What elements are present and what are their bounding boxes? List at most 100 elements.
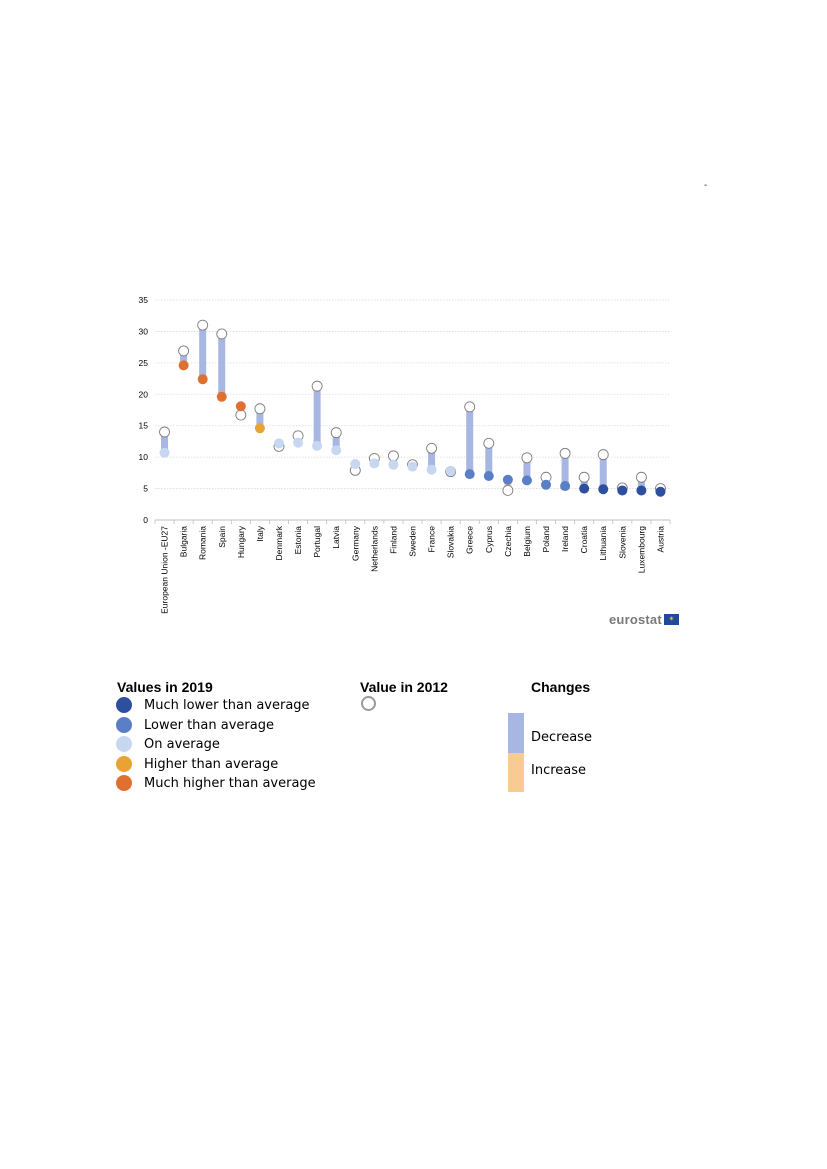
change-bar xyxy=(637,477,645,491)
legend-value-2012-title: Value in 2012 xyxy=(360,679,448,695)
point-2019 xyxy=(388,459,399,470)
decrease-swatch xyxy=(508,713,524,753)
legend-item: Much lower than average xyxy=(116,697,310,713)
point-2019 xyxy=(293,437,304,448)
x-category-label: Greece xyxy=(465,526,475,554)
x-category-label: Hungary xyxy=(236,525,246,558)
point-2012 xyxy=(521,452,533,464)
increase-swatch xyxy=(508,753,524,792)
point-2019 xyxy=(159,447,170,458)
x-category-label: Germany xyxy=(350,525,360,561)
x-category-label: Bulgaria xyxy=(179,526,189,557)
x-category-label: Finland xyxy=(388,526,398,554)
point-2019 xyxy=(579,483,590,494)
increase-label: Increase xyxy=(531,763,587,778)
grid-lines xyxy=(154,299,671,524)
page-dash-mark: - xyxy=(704,180,708,191)
data-points xyxy=(159,319,666,497)
legend-item-label: Lower than average xyxy=(144,717,274,733)
point-2019 xyxy=(598,484,609,495)
legend-dot-icon xyxy=(116,775,132,791)
point-2012 xyxy=(159,426,170,438)
change-bar xyxy=(428,448,436,470)
legend-values-2019-title: Values in 2019 xyxy=(117,679,213,695)
x-category-label: Denmark xyxy=(274,525,284,560)
legend-dot-icon xyxy=(116,717,132,733)
x-category-label: European Union -EU27 xyxy=(160,526,170,614)
point-2019 xyxy=(502,474,513,485)
y-tick-label: 5 xyxy=(143,484,148,494)
y-tick-label: 20 xyxy=(139,389,149,399)
change-bar xyxy=(180,350,188,366)
legend-item-label: Higher than average xyxy=(144,756,279,772)
change-bar xyxy=(313,386,321,446)
x-category-label: Slovakia xyxy=(446,526,456,558)
change-bar xyxy=(580,477,588,489)
point-2019 xyxy=(216,391,227,402)
point-2012 xyxy=(483,437,495,449)
point-2019 xyxy=(617,485,628,496)
point-2012 xyxy=(311,380,323,392)
logo-text: eurostat xyxy=(609,612,662,627)
x-category-label: Portugal xyxy=(312,526,322,558)
change-bar xyxy=(332,432,340,451)
legend-item: Higher than average xyxy=(116,756,278,772)
point-2019 xyxy=(426,464,437,475)
x-axis-categories: European Union -EU27 Bulgaria Romania Spain… xyxy=(160,525,666,614)
point-2012 xyxy=(178,345,190,357)
x-category-label: Italy xyxy=(255,525,265,541)
dot-range-chart: 0 5 10 15 20 25 30 35 European Union -EU27 Bulga… xyxy=(139,295,671,614)
point-2012 xyxy=(502,485,514,496)
point-2019 xyxy=(312,440,323,451)
x-category-label: France xyxy=(427,526,437,553)
legend-item-label: Much higher than average xyxy=(144,775,316,791)
decrease-label: Decrease xyxy=(531,730,592,745)
point-2012 xyxy=(635,471,647,483)
y-tick-label: 10 xyxy=(139,452,149,462)
x-category-label: Spain xyxy=(217,526,227,548)
point-2019 xyxy=(197,374,208,385)
legend-changes-title: Changes xyxy=(531,679,591,695)
point-2012 xyxy=(559,447,571,459)
x-category-label: Slovenia xyxy=(617,526,627,559)
y-tick-label: 15 xyxy=(139,421,149,431)
legend-item: On average xyxy=(116,736,220,752)
point-2012 xyxy=(330,427,342,439)
change-bar xyxy=(599,454,607,490)
eu-flag-icon: ✶ xyxy=(663,614,679,625)
point-2019 xyxy=(541,479,552,490)
change-bar xyxy=(161,432,169,453)
change-bar xyxy=(485,443,493,476)
change-bar xyxy=(561,453,569,487)
change-bar xyxy=(466,406,474,475)
point-2019 xyxy=(178,360,189,371)
y-tick-label: 0 xyxy=(143,515,148,525)
ring-2012-icon xyxy=(361,696,376,711)
y-tick-label: 35 xyxy=(139,295,149,305)
x-category-label: Czechia xyxy=(503,526,513,557)
change-bar xyxy=(199,325,207,380)
point-2019 xyxy=(560,481,571,492)
x-category-label: Belgium xyxy=(522,526,532,557)
point-2019 xyxy=(636,485,647,496)
point-2012 xyxy=(387,450,399,462)
x-category-label: Lithuania xyxy=(598,526,608,561)
y-tick-label: 25 xyxy=(139,358,149,368)
point-2012 xyxy=(426,442,438,454)
point-2019 xyxy=(369,458,380,469)
change-bar xyxy=(256,408,264,429)
point-2012 xyxy=(464,401,476,413)
point-2012 xyxy=(578,471,590,483)
x-category-label: Luxembourg xyxy=(636,526,646,574)
point-2012 xyxy=(254,403,266,415)
y-axis-ticks: 0 5 10 15 20 25 30 35 xyxy=(139,295,149,525)
point-2019 xyxy=(464,469,475,480)
x-category-label: Croatia xyxy=(579,526,589,554)
point-2012 xyxy=(216,328,228,340)
point-2012 xyxy=(197,319,209,331)
legend-dot-icon xyxy=(116,736,132,752)
x-category-label: Cyprus xyxy=(484,526,494,553)
legend-item: Lower than average xyxy=(116,717,274,733)
point-2019 xyxy=(483,471,494,481)
x-category-label: Ireland xyxy=(560,526,570,552)
